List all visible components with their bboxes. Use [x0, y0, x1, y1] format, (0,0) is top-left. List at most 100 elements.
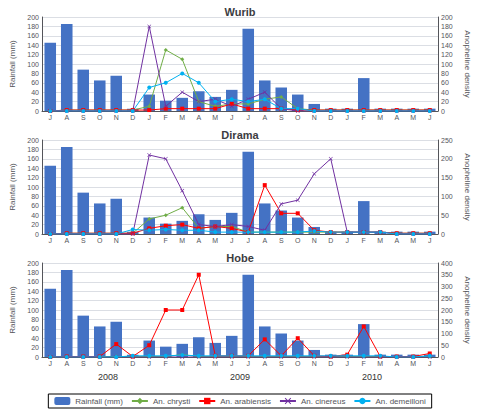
- svg-text:200: 200: [441, 307, 453, 314]
- svg-text:Wurib: Wurib: [225, 6, 256, 18]
- svg-text:100: 100: [27, 61, 39, 68]
- svg-text:2009: 2009: [230, 372, 250, 382]
- svg-text:250: 250: [441, 137, 453, 144]
- svg-text:D: D: [328, 360, 333, 367]
- svg-text:A: A: [64, 114, 69, 121]
- svg-text:M: M: [212, 237, 218, 244]
- svg-text:S: S: [279, 237, 284, 244]
- svg-text:M: M: [212, 114, 218, 121]
- svg-text:120: 120: [27, 297, 39, 304]
- svg-text:60: 60: [31, 202, 39, 209]
- svg-text:80: 80: [31, 70, 39, 77]
- svg-text:180: 180: [441, 23, 453, 30]
- svg-text:M: M: [179, 360, 185, 367]
- svg-text:A: A: [394, 114, 399, 121]
- svg-text:60: 60: [31, 325, 39, 332]
- svg-text:J: J: [148, 360, 152, 367]
- svg-text:120: 120: [27, 174, 39, 181]
- svg-text:O: O: [295, 360, 301, 367]
- svg-text:100: 100: [27, 307, 39, 314]
- svg-text:Rainfall (mm): Rainfall (mm): [8, 286, 17, 334]
- svg-text:140: 140: [27, 42, 39, 49]
- svg-text:50: 50: [441, 212, 449, 219]
- svg-text:O: O: [97, 114, 103, 121]
- svg-text:J: J: [148, 237, 152, 244]
- svg-text:J: J: [346, 237, 350, 244]
- svg-text:140: 140: [27, 165, 39, 172]
- svg-text:200: 200: [27, 137, 39, 144]
- svg-text:2010: 2010: [362, 372, 382, 382]
- svg-text:0: 0: [35, 231, 39, 238]
- svg-text:0: 0: [35, 108, 39, 115]
- svg-text:F: F: [362, 114, 366, 121]
- svg-text:0: 0: [441, 108, 445, 115]
- svg-text:M: M: [179, 237, 185, 244]
- svg-text:M: M: [410, 360, 416, 367]
- svg-text:2008: 2008: [98, 372, 118, 382]
- svg-text:D: D: [130, 237, 135, 244]
- svg-text:400: 400: [441, 260, 453, 267]
- svg-text:A: A: [394, 360, 399, 367]
- svg-text:100: 100: [441, 61, 453, 68]
- svg-text:J: J: [247, 237, 251, 244]
- svg-text:50: 50: [441, 342, 449, 349]
- svg-text:A: A: [196, 114, 201, 121]
- svg-text:N: N: [312, 360, 317, 367]
- svg-text:Dirama: Dirama: [221, 129, 259, 141]
- svg-text:A: A: [196, 237, 201, 244]
- svg-text:200: 200: [441, 14, 453, 21]
- svg-text:M: M: [212, 360, 218, 367]
- svg-text:20: 20: [31, 221, 39, 228]
- svg-text:J: J: [247, 360, 251, 367]
- svg-text:N: N: [114, 237, 119, 244]
- svg-text:An. chrysti: An. chrysti: [153, 397, 191, 406]
- svg-text:J: J: [230, 114, 234, 121]
- svg-text:J: J: [49, 360, 53, 367]
- svg-text:160: 160: [27, 155, 39, 162]
- svg-text:250: 250: [441, 295, 453, 302]
- svg-text:80: 80: [31, 316, 39, 323]
- svg-text:J: J: [49, 114, 53, 121]
- svg-text:160: 160: [27, 32, 39, 39]
- svg-text:150: 150: [441, 318, 453, 325]
- svg-text:S: S: [81, 360, 86, 367]
- svg-text:D: D: [130, 360, 135, 367]
- svg-text:M: M: [410, 114, 416, 121]
- svg-text:O: O: [295, 114, 301, 121]
- svg-text:S: S: [81, 114, 86, 121]
- svg-text:120: 120: [27, 51, 39, 58]
- svg-text:F: F: [362, 237, 366, 244]
- svg-text:J: J: [230, 237, 234, 244]
- svg-text:100: 100: [441, 193, 453, 200]
- svg-text:F: F: [164, 114, 168, 121]
- svg-text:J: J: [346, 114, 350, 121]
- svg-text:J: J: [49, 237, 53, 244]
- svg-text:40: 40: [31, 335, 39, 342]
- svg-text:80: 80: [441, 70, 449, 77]
- svg-text:180: 180: [27, 23, 39, 30]
- svg-text:M: M: [410, 237, 416, 244]
- svg-text:O: O: [97, 360, 103, 367]
- svg-text:A: A: [64, 237, 69, 244]
- svg-text:O: O: [97, 237, 103, 244]
- svg-text:S: S: [81, 237, 86, 244]
- svg-text:120: 120: [441, 51, 453, 58]
- svg-text:A: A: [196, 360, 201, 367]
- svg-text:300: 300: [441, 283, 453, 290]
- svg-text:S: S: [279, 114, 284, 121]
- svg-text:N: N: [114, 114, 119, 121]
- svg-text:Rainfall (mm): Rainfall (mm): [8, 163, 17, 211]
- svg-text:80: 80: [31, 193, 39, 200]
- svg-text:M: M: [377, 114, 383, 121]
- svg-text:A: A: [262, 114, 267, 121]
- svg-text:J: J: [428, 237, 432, 244]
- svg-text:160: 160: [441, 32, 453, 39]
- svg-text:20: 20: [31, 344, 39, 351]
- svg-text:D: D: [328, 237, 333, 244]
- svg-text:60: 60: [441, 79, 449, 86]
- svg-text:Hobe: Hobe: [226, 252, 254, 264]
- svg-text:F: F: [164, 237, 168, 244]
- svg-text:40: 40: [441, 89, 449, 96]
- svg-text:100: 100: [441, 330, 453, 337]
- svg-text:A: A: [394, 237, 399, 244]
